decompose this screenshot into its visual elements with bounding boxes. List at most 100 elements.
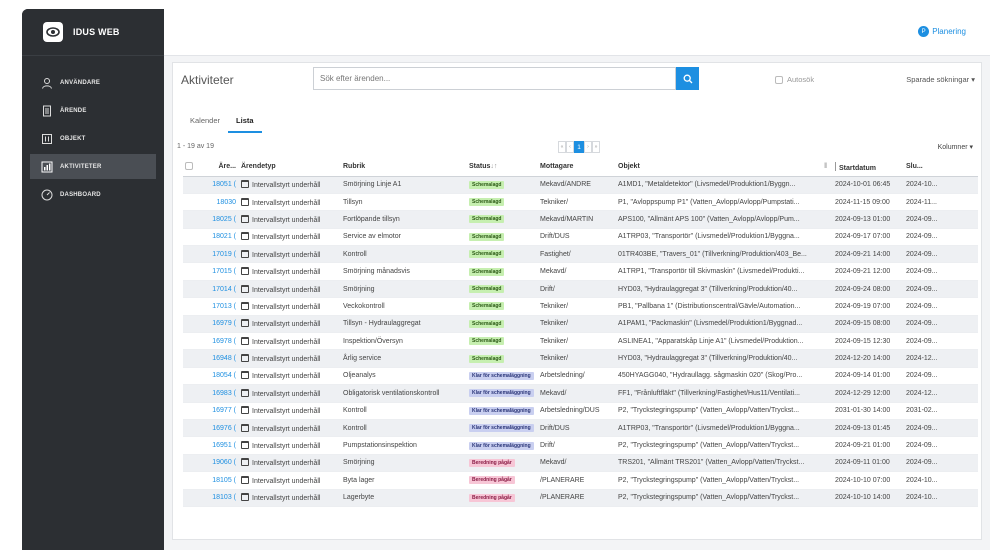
arende-link[interactable]: 17013 (	[201, 297, 239, 316]
rubrik-cell: Smörjning Linje A1	[341, 176, 467, 194]
arende-link[interactable]: 17015 (	[201, 262, 239, 281]
arende-link[interactable]: 16978 (	[201, 332, 239, 351]
table-row[interactable]: 18021 (Intervallstyrt underhåll Service a…	[183, 228, 978, 247]
table-row[interactable]: 17015 (Intervallstyrt underhåll Smörjning…	[183, 262, 978, 281]
saved-searches-dropdown[interactable]: Sparade sökningar ▾	[906, 75, 975, 84]
slutdatum-cell: 2024-10...	[904, 489, 978, 507]
row-select-cell[interactable]	[183, 367, 201, 386]
arende-link[interactable]: 18105 (	[201, 471, 239, 490]
table-row[interactable]: 18105 (Intervallstyrt underhåll Byta lage…	[183, 471, 978, 490]
status-cell: Klar för schemaläggning	[467, 367, 538, 386]
column-header-arende[interactable]: Äre...	[201, 158, 239, 177]
select-all-checkbox[interactable]	[185, 161, 193, 170]
arende-link[interactable]: 18051 (	[201, 176, 239, 194]
column-header-slutdatum[interactable]: Slu...	[904, 158, 978, 177]
row-select-cell[interactable]	[183, 349, 201, 368]
row-select-cell[interactable]	[183, 402, 201, 420]
table-row[interactable]: 16979 (Intervallstyrt underhåll Tillsyn -…	[183, 315, 978, 334]
tab-kalender[interactable]: Kalender	[190, 116, 221, 125]
column-header-status[interactable]: Status↓↑	[467, 158, 538, 177]
arende-link[interactable]: 16979 (	[201, 315, 239, 334]
table-row[interactable]: 18051 (Intervallstyrt underhåll Smörjning…	[183, 176, 978, 194]
table-row[interactable]: 16983 (Intervallstyrt underhåll Obligator…	[183, 384, 978, 403]
row-select-cell[interactable]	[183, 436, 201, 455]
slutdatum-cell: 2031-02...	[904, 402, 978, 420]
row-select-cell[interactable]	[183, 210, 201, 229]
table-row[interactable]: 16977 (Intervallstyrt underhåll Kontroll K…	[183, 402, 978, 420]
search-button[interactable]	[676, 67, 699, 90]
row-select-cell[interactable]	[183, 384, 201, 403]
arende-link[interactable]: 17014 (	[201, 280, 239, 299]
row-select-cell[interactable]	[183, 471, 201, 490]
table-row[interactable]: 17014 (Intervallstyrt underhåll Smörjning…	[183, 280, 978, 299]
row-select-cell[interactable]	[183, 454, 201, 473]
status-badge: Schemalagd	[469, 215, 505, 224]
table-row[interactable]: 18054 (Intervallstyrt underhåll Oljeanaly…	[183, 367, 978, 386]
arende-link[interactable]: 18025 (	[201, 210, 239, 229]
column-header-mottagare[interactable]: Mottagare	[538, 158, 616, 177]
arende-link[interactable]: 18103 (	[201, 489, 239, 507]
arende-link[interactable]: 17019 (	[201, 245, 239, 264]
sidebar-item-objekt[interactable]: OBJEKT	[30, 126, 156, 151]
arendetyp-label: Intervallstyrt underhåll	[252, 303, 321, 311]
column-header-startdatum[interactable]: Startdatum	[833, 158, 904, 177]
search-input[interactable]: Sök efter ärenden...	[313, 67, 676, 90]
table-row[interactable]: 17013 (Intervallstyrt underhåll Veckokont…	[183, 297, 978, 316]
autosok-toggle[interactable]: Autosök	[775, 75, 814, 84]
row-select-cell[interactable]	[183, 176, 201, 194]
last-page-button[interactable]: »	[592, 141, 600, 153]
next-page-button[interactable]: ›	[584, 141, 592, 153]
table-row[interactable]: 16976 (Intervallstyrt underhåll Kontroll K…	[183, 419, 978, 438]
table-row[interactable]: 16978 (Intervallstyrt underhåll Inspektio…	[183, 332, 978, 351]
row-select-cell[interactable]	[183, 297, 201, 316]
table-row[interactable]: 16948 (Intervallstyrt underhåll Årlig ser…	[183, 349, 978, 368]
arende-link[interactable]: 18030	[201, 193, 239, 212]
row-select-cell[interactable]	[183, 315, 201, 334]
sidebar-item-ärende[interactable]: ÄRENDE	[30, 98, 156, 123]
arende-link[interactable]: 18054 (	[201, 367, 239, 386]
row-select-cell[interactable]	[183, 489, 201, 507]
table-row[interactable]: 19060 (Intervallstyrt underhåll Smörjning…	[183, 454, 978, 473]
arende-link[interactable]: 16976 (	[201, 419, 239, 438]
sidebar-item-användare[interactable]: ANVÄNDARE	[30, 70, 156, 95]
table-row[interactable]: 16951 (Intervallstyrt underhåll Pumpstati…	[183, 436, 978, 455]
page-1-button[interactable]: 1	[574, 141, 584, 153]
arende-link[interactable]: 16983 (	[201, 384, 239, 403]
arende-link[interactable]: 19060 (	[201, 454, 239, 473]
arende-link[interactable]: 16951 (	[201, 436, 239, 455]
table-row[interactable]: 18025 (Intervallstyrt underhåll Fortlöpan…	[183, 210, 978, 229]
arende-link[interactable]: 16948 (	[201, 349, 239, 368]
column-resize-icon[interactable]: ‖	[824, 163, 827, 171]
status-header-label: Status	[469, 163, 491, 171]
column-header-objekt[interactable]: Objekt ‖	[616, 158, 833, 177]
rubrik-cell: Smörjning	[341, 280, 467, 299]
sidebar-item-aktiviteter[interactable]: AKTIVITETER	[30, 154, 156, 179]
columns-dropdown[interactable]: Kolumner ▾	[937, 144, 973, 151]
planering-link[interactable]: P Planering	[918, 26, 966, 37]
select-all-header[interactable]	[183, 158, 201, 177]
row-select-cell[interactable]	[183, 245, 201, 264]
row-select-cell[interactable]	[183, 280, 201, 299]
table-row[interactable]: 17019 (Intervallstyrt underhåll Kontroll S…	[183, 245, 978, 264]
autosok-checkbox[interactable]	[775, 75, 783, 84]
brand[interactable]: IDUS WEB	[22, 9, 164, 56]
rubrik-cell: Årlig service	[341, 349, 467, 368]
first-page-button[interactable]: «	[558, 141, 566, 153]
row-select-cell[interactable]	[183, 332, 201, 351]
table-row[interactable]: 18103 (Intervallstyrt underhåll Lagerbyte…	[183, 489, 978, 507]
column-header-arendetyp[interactable]: Ärendetyp	[239, 158, 341, 177]
row-select-cell[interactable]	[183, 228, 201, 247]
row-select-cell[interactable]	[183, 262, 201, 281]
sidebar-item-dashboard[interactable]: DASHBOARD	[30, 182, 156, 207]
arende-link[interactable]: 18021 (	[201, 228, 239, 247]
prev-page-button[interactable]: ‹	[566, 141, 574, 153]
table-row[interactable]: 18030 Intervallstyrt underhåll Tillsyn Sche…	[183, 193, 978, 212]
column-header-rubrik[interactable]: Rubrik	[341, 158, 467, 177]
calendar-icon	[241, 406, 249, 415]
tab-lista[interactable]: Lista	[228, 116, 262, 133]
startdatum-cell: 2024-12-20 14:00	[833, 349, 904, 368]
arendetyp-label: Intervallstyrt underhåll	[252, 443, 321, 451]
row-select-cell[interactable]	[183, 193, 201, 212]
arende-link[interactable]: 16977 (	[201, 402, 239, 420]
row-select-cell[interactable]	[183, 419, 201, 438]
